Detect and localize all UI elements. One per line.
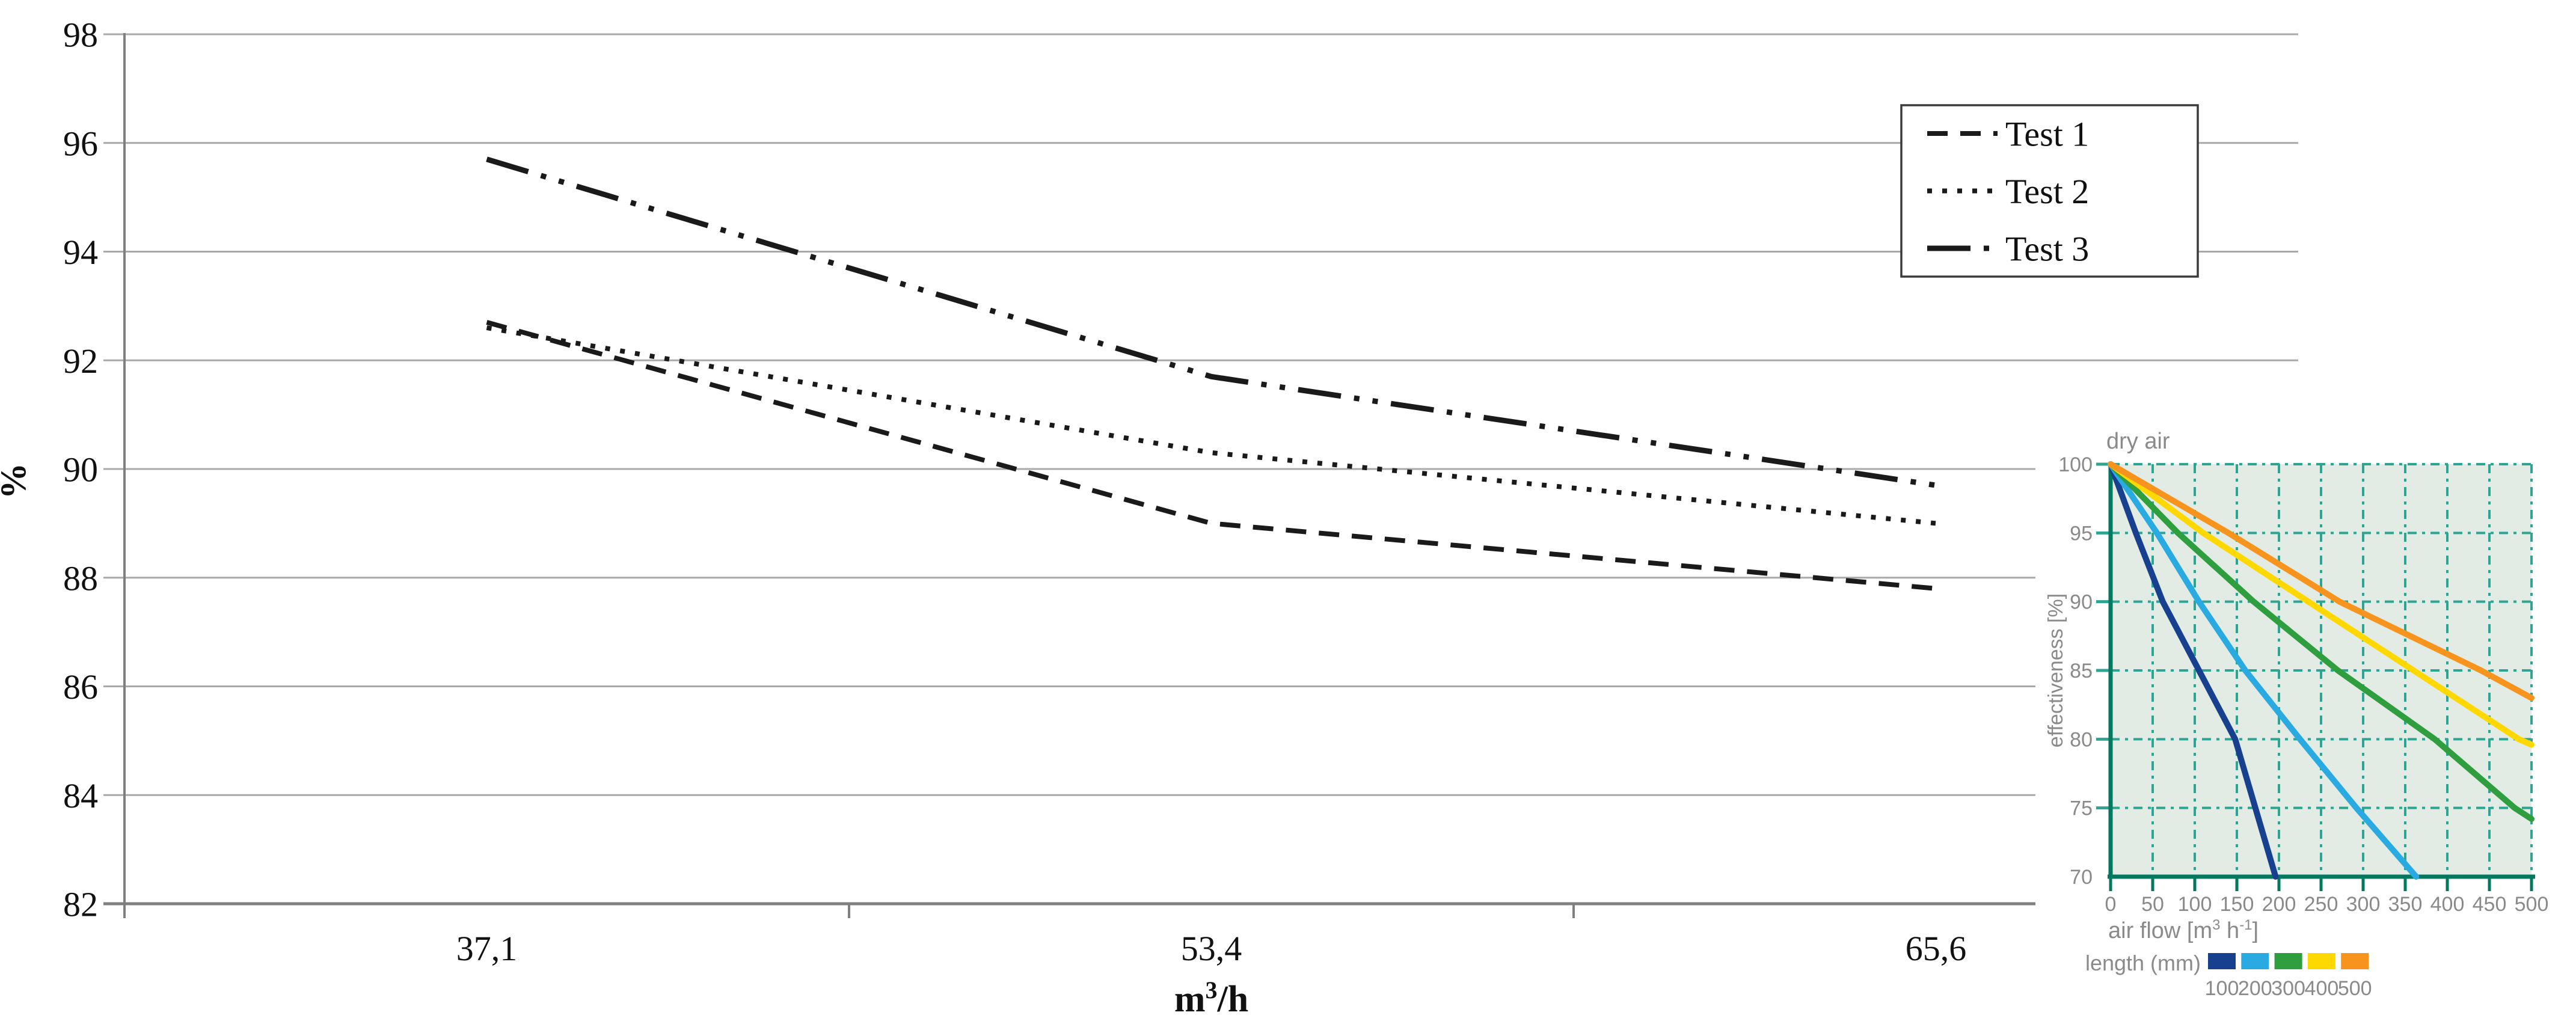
inset-legend-swatch-300 (2274, 953, 2302, 969)
inset-legend-swatch-500 (2341, 953, 2369, 969)
x-tick-label: 37,1 (456, 929, 518, 968)
inset-x-tick-label: 350 (2388, 893, 2423, 916)
y-tick-label: 94 (63, 233, 98, 272)
series-line-test-1 (486, 320, 1936, 591)
inset-legend-label: 500 (2338, 977, 2372, 1000)
legend-label: Test 1 (2005, 115, 2089, 154)
inset-x-tick-label: 100 (2178, 893, 2212, 916)
inset-y-tick-label: 100 (2058, 453, 2093, 476)
inset-y-tick-label: 90 (2070, 591, 2093, 614)
inset-x-axis-title: air flow [m3 h-1] (2108, 917, 2259, 943)
inset-x-tick-label: 50 (2141, 893, 2164, 916)
main-legend: Test 1 Test 2 Test 3 (1900, 104, 2199, 278)
inset-title: dry air (2106, 429, 2170, 454)
inset-series-line-400mm (2108, 461, 2535, 748)
inset-legend-label: 300 (2271, 977, 2305, 1000)
inset-x-tick-label: 0 (2105, 893, 2117, 916)
x-tick-label: 53,4 (1181, 929, 1242, 968)
inset-x-tick-label: 500 (2515, 893, 2549, 916)
inset-x-tick-label: 400 (2430, 893, 2465, 916)
y-tick-label: 96 (63, 124, 98, 163)
y-tick-label: 84 (63, 776, 98, 815)
inset-x-tick-label: 150 (2220, 893, 2254, 916)
y-tick-label: 92 (63, 342, 98, 381)
y-axis-title: % (0, 463, 33, 499)
y-tick-label: 86 (63, 667, 98, 707)
inset-legend-swatch-100 (2208, 953, 2236, 969)
x-axis-title: m3/h (1174, 976, 1248, 1020)
legend-label: Test 3 (2005, 230, 2089, 269)
inset-x-tick-label: 200 (2262, 893, 2296, 916)
inset-y-tick-label: 75 (2070, 797, 2093, 820)
inset-x-tick-label: 450 (2473, 893, 2507, 916)
y-tick-label: 82 (63, 885, 98, 924)
y-tick-label: 88 (63, 559, 98, 598)
inset-chart: 70 75 80 85 90 95 100 0 50 100 150 200 250 300 350 400 4… (2038, 415, 2576, 1030)
inset-series-line-300mm (2108, 461, 2535, 822)
inset-legend-label: 100 (2205, 977, 2239, 1000)
y-tick-label: 98 (63, 16, 98, 55)
main-chart: 82 84 86 88 90 92 94 96 98 37,1 53,4 65,6 m3/h% (0, 16, 2299, 1020)
inset-y-tick-label: 85 (2070, 660, 2093, 682)
inset-legend-label: 400 (2305, 977, 2339, 1000)
inset-y-tick-label: 95 (2070, 522, 2093, 545)
inset-x-tick-label: 250 (2304, 893, 2338, 916)
inset-legend-title: length (mm) (2085, 951, 2201, 975)
y-tick-label: 90 (63, 450, 98, 489)
inset-series-line-200mm (2108, 461, 2420, 880)
inset-legend-swatch-400 (2307, 953, 2335, 969)
series-line-test-3 (486, 156, 1937, 488)
inset-legend-label: 200 (2238, 977, 2272, 1000)
inset-series-line-100mm (2108, 461, 2279, 880)
inset-x-tick-label: 300 (2346, 893, 2381, 916)
inset-y-axis-title: effectiveness [%] (2044, 593, 2067, 747)
inset-y-tick-label: 80 (2070, 728, 2093, 751)
x-tick-label: 65,6 (1906, 929, 1967, 968)
inset-series-line-500mm (2108, 461, 2535, 701)
legend-label: Test 2 (2005, 172, 2089, 211)
series-line-test-2 (486, 325, 1936, 526)
inset-y-tick-label: 70 (2070, 866, 2093, 889)
inset-legend-swatch-200 (2241, 953, 2269, 969)
